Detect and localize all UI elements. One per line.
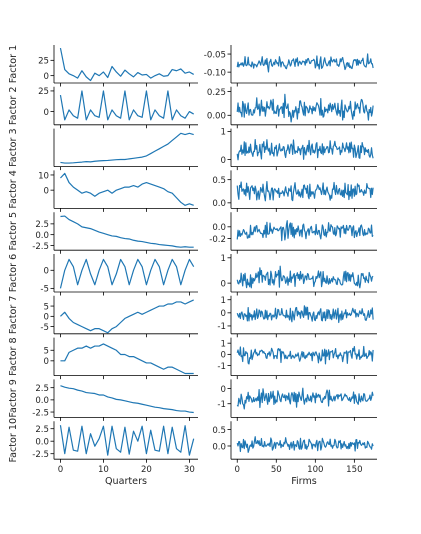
factor-5-quarters-plot-y-tick-label: 0.0 — [35, 231, 49, 241]
factor-2-quarters-plot-y-tick-label: 0 — [44, 108, 49, 118]
factor-1-label: Factor 1 — [8, 45, 19, 84]
factor-2-firms-plot-y-tick-label: 0.25 — [207, 88, 226, 98]
factor-8-firms-plot-y-tick-label: -1 — [217, 362, 226, 372]
factor-7-quarters-plot-series-line — [60, 299, 194, 334]
factor-9-firms-plot-y-tick-label: -1 — [217, 400, 226, 410]
factor-8-quarters-plot-y-tick-label: 5 — [44, 347, 49, 357]
factor-6-quarters-plot-y-tick-label: -5 — [40, 285, 49, 295]
factor-10-label: Factor 10 — [8, 418, 19, 463]
firms-x-tick-label: 100 — [307, 465, 323, 475]
factor-4-quarters-plot-series-line — [60, 172, 194, 206]
factor-2-quarters-plot-series-line — [59, 90, 194, 121]
quarters-x-tick-label: 20 — [141, 465, 152, 475]
factor-7-label: Factor 7 — [8, 296, 19, 335]
firms-x-axis-label: Firms — [291, 476, 317, 487]
factor-9-quarters-plot-y-tick-label: 2.5 — [35, 384, 49, 394]
factor-4-quarters-plot-y-tick-label: 0 — [44, 186, 49, 196]
quarters-x-tick-label: 30 — [184, 465, 195, 475]
factor-4-quarters-plot-y-tick-label: 10 — [38, 171, 49, 181]
factor-3-label: Factor 3 — [8, 128, 19, 167]
factor-9-firms-plot-y-tick-label: 0 — [221, 385, 226, 395]
factor-4-firms-plot-y-tick-label: 0.0 — [212, 199, 226, 209]
factor-7-quarters-plot-y-tick-label: 0 — [44, 313, 49, 323]
factor-9-firms-plot-series-line — [236, 387, 374, 410]
factor-1-quarters-plot-series-line — [59, 47, 194, 82]
factor-10-quarters-plot-y-tick-label: 2.5 — [35, 425, 49, 435]
factor-10-firms-plot-series-line — [236, 436, 374, 453]
factor-10-firms-plot-y-tick-label: 0.0 — [212, 442, 226, 452]
firms-x-tick-label: 150 — [346, 465, 362, 475]
factor-10-quarters-plot-y-tick-label: 0.0 — [35, 438, 49, 448]
factor-7-quarters-plot-y-tick-label: -5 — [40, 323, 49, 333]
factor-9-quarters-plot-series-line — [60, 385, 194, 414]
factor-3-quarters-plot-series-line — [60, 132, 194, 164]
factor-6-label: Factor 6 — [8, 254, 19, 293]
factor-4-label: Factor 4 — [8, 170, 19, 209]
factor-8-firms-plot-series-line — [236, 345, 374, 365]
factor-6-firms-plot-series-line — [236, 265, 374, 289]
factor-8-firms-plot-y-tick-label: 1 — [221, 339, 226, 349]
factor-8-label: Factor 8 — [8, 337, 19, 376]
factor-7-firms-plot-y-tick-label: -1 — [217, 322, 226, 332]
factor-3-firms-plot-series-line — [236, 139, 374, 161]
firms-x-tick-label: 50 — [271, 465, 282, 475]
factor-4-firms-plot-y-tick-label: 0.5 — [212, 176, 226, 186]
factor-8-quarters-plot-y-tick-label: 0 — [44, 357, 49, 367]
factor-1-firms-plot-y-tick-label: -0.10 — [204, 68, 226, 78]
factor-5-quarters-plot-y-tick-label: 2.5 — [35, 220, 49, 230]
factor-5-firms-plot-y-tick-label: 0.0 — [212, 223, 226, 233]
factor-2-quarters-plot-y-tick-label: 25 — [38, 87, 49, 97]
factor-5-firms-plot-y-tick-label: -0.2 — [209, 235, 226, 245]
factor-10-quarters-plot-y-tick-label: -2.5 — [32, 450, 49, 460]
factor-1-firms-plot-series-line — [236, 53, 374, 73]
factor-9-quarters-plot-y-tick-label: 0.0 — [35, 396, 49, 406]
factor-3-firms-plot-y-tick-label: 1 — [221, 128, 226, 138]
factor-7-firms-plot-series-line — [236, 305, 374, 324]
factor-5-firms-plot-series-line — [236, 220, 374, 242]
factor-8-firms-plot-y-tick-label: 0 — [221, 351, 226, 361]
factor-3-firms-plot-y-tick-label: 0 — [221, 156, 226, 166]
factor-10-quarters-plot-series-line — [59, 425, 195, 456]
factor-5-label: Factor 5 — [8, 212, 19, 251]
quarters-x-tick-label: 0 — [58, 465, 63, 475]
factor-4-firms-plot-series-line — [236, 180, 374, 202]
firms-x-tick-label: 0 — [235, 465, 240, 475]
factor-1-firms-plot-y-tick-label: -0.05 — [204, 50, 226, 60]
factor-2-firms-plot-y-tick-label: 0.00 — [207, 112, 226, 122]
factor-7-firms-plot-y-tick-label: 1 — [221, 296, 226, 306]
factor-9-label: Factor 9 — [8, 379, 19, 418]
factor-2-firms-plot-series-line — [236, 93, 374, 123]
factor-2-label: Factor 2 — [8, 87, 19, 126]
factor-6-firms-plot-y-tick-label: 0 — [221, 279, 226, 289]
factor-7-firms-plot-y-tick-label: 0 — [221, 309, 226, 319]
factor-1-quarters-plot-y-tick-label: 25 — [38, 57, 49, 67]
factor-9-quarters-plot-y-tick-label: -2.5 — [32, 408, 49, 418]
factor-8-quarters-plot-series-line — [60, 343, 194, 375]
factor-6-firms-plot-y-tick-label: 1 — [221, 254, 226, 264]
factor-1-quarters-plot-y-tick-label: 0 — [44, 72, 49, 82]
quarters-x-axis-label: Quarters — [105, 476, 147, 487]
factor-6-quarters-plot-y-tick-label: 0 — [44, 267, 49, 277]
factor-10-firms-plot-y-tick-label: 0.5 — [212, 426, 226, 436]
quarters-x-tick-label: 10 — [98, 465, 109, 475]
factor-6-quarters-plot-series-line — [59, 258, 195, 289]
factor-5-quarters-plot-series-line — [60, 215, 194, 248]
factor-7-quarters-plot-y-tick-label: 5 — [44, 302, 49, 312]
factor-5-quarters-plot-y-tick-label: -2.5 — [32, 242, 49, 252]
